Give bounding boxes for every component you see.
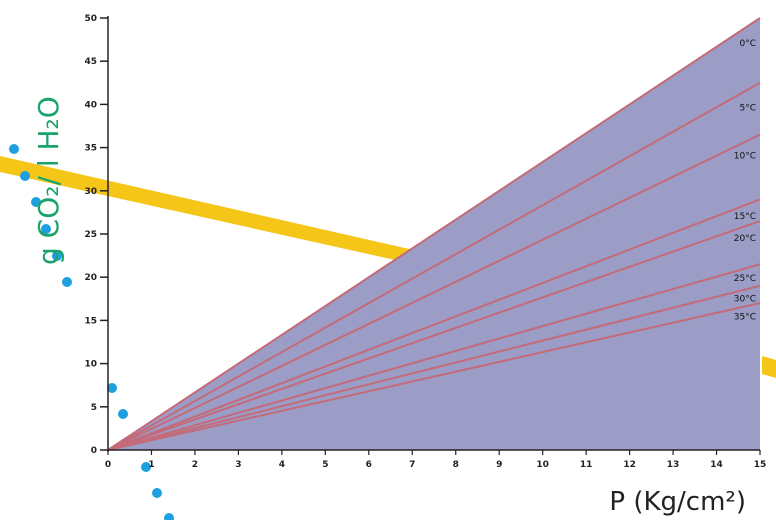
series-line-30C [107,284,761,451]
series-label-0C: 0°C [739,39,756,49]
decor-dot [31,197,41,207]
x-ticks: 0 1 2 3 4 5 6 7 8 9 10 11 12 13 14 15 [105,450,766,470]
y-tick-label: 20 [84,273,97,283]
series-label-5C: 5°C [739,104,756,114]
x-tick-label: 6 [366,460,372,470]
x-tick-label: 10 [536,460,549,470]
x-tick-label: 4 [279,460,285,470]
x-tick-label: 1 [148,460,154,470]
decor-dot [52,251,62,261]
x-axis-label: P (Kg/cm²) [609,487,746,517]
x-tick-label: 7 [409,460,415,470]
plot-area [107,17,761,451]
series-line-0C [107,17,761,451]
series-line-10C [107,133,761,451]
decor-dot [20,171,30,181]
decor-dot [152,488,162,498]
x-tick-label: 15 [754,460,767,470]
y-tick-label: 0 [91,446,97,456]
y-ticks: 0 5 10 15 20 25 30 35 40 45 50 [84,14,108,456]
x-tick-label: 12 [623,460,636,470]
y-tick-label: 10 [84,360,97,370]
x-tick-label: 9 [496,460,502,470]
y-tick-label: 30 [84,187,97,197]
series-line-20C [107,220,761,451]
series-line-25C [107,263,761,451]
series-label-15C: 15°C [734,212,756,222]
series-line-15C [107,198,761,451]
series-label-25C: 25°C [734,274,756,284]
x-tick-label: 11 [580,460,593,470]
x-tick-label: 0 [105,460,111,470]
decor-blue-dots [9,144,174,520]
series-label-30C: 30°C [734,294,756,304]
series-line-35C [107,302,761,451]
decor-dot [9,144,19,154]
series-label-10C: 10°C [734,152,756,162]
y-tick-label: 35 [84,144,97,154]
series-labels: 0°C 5°C 10°C 15°C 20°C 25°C 30°C 35°C [734,39,756,322]
y-tick-label: 15 [84,316,97,326]
y-tick-label: 5 [91,403,97,413]
decor-yellow-band-right [762,356,776,378]
x-tick-label: 2 [192,460,198,470]
y-tick-label: 45 [84,57,97,67]
x-tick-label: 3 [235,460,241,470]
series-label-20C: 20°C [734,234,756,244]
x-tick-label: 14 [710,460,723,470]
decor-dot [118,409,128,419]
y-tick-label: 25 [84,230,97,240]
series-line-5C [107,81,761,451]
y-tick-label: 50 [84,14,97,24]
y-axis-label: g CO₂/ l H₂O [32,96,65,265]
y-tick-label: 40 [84,100,97,110]
series-label-35C: 35°C [734,312,756,322]
x-tick-label: 5 [322,460,328,470]
decor-yellow-band [0,156,440,270]
decor-dot [107,383,117,393]
x-tick-label: 13 [667,460,680,470]
decor-dot [62,277,72,287]
decor-dot [141,462,151,472]
decor-dot [164,513,174,520]
x-tick-label: 8 [453,460,459,470]
decor-dot [41,224,51,234]
